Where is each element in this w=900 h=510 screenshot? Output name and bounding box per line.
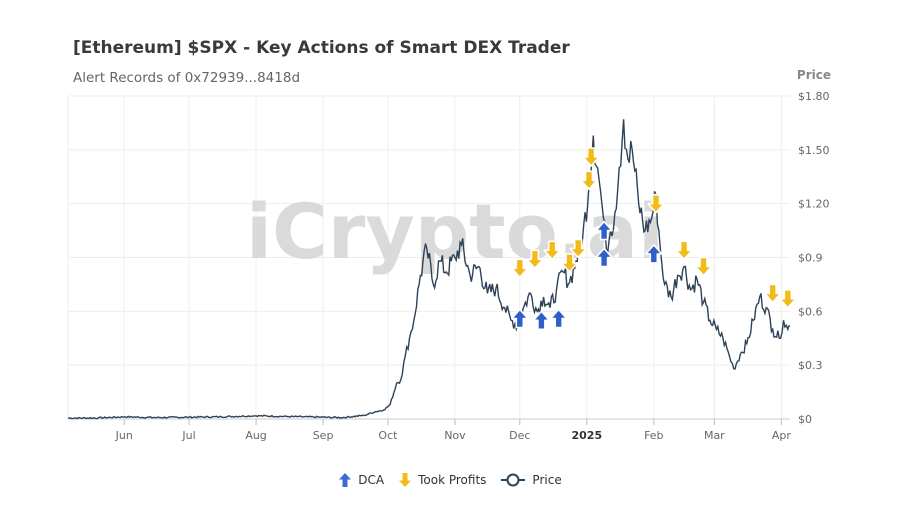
x-tick-label: Aug xyxy=(245,429,266,442)
price-line xyxy=(68,119,791,420)
x-tick-label: Mar xyxy=(704,429,725,442)
took-profits-marker[interactable] xyxy=(675,240,693,261)
y-tick-label: $1.80 xyxy=(798,90,830,103)
y-tick-label: $0.9 xyxy=(798,252,823,265)
x-tick-label: Oct xyxy=(378,429,398,442)
legend: DCA Took Profits Price xyxy=(0,472,900,488)
took-profits-marker[interactable] xyxy=(510,258,529,279)
x-tick-label: Jun xyxy=(115,429,133,442)
chart-subtitle: Alert Records of 0x72939...8418d xyxy=(73,70,301,86)
x-tick-label: Sep xyxy=(313,429,334,442)
line-circle-icon xyxy=(501,473,526,487)
took-profits-marker[interactable] xyxy=(694,256,713,277)
arrow-down-icon xyxy=(399,473,412,487)
x-tick-label: Feb xyxy=(644,429,663,442)
legend-label-took-profits: Took Profits xyxy=(418,473,487,487)
took-profits-marker[interactable] xyxy=(778,288,797,309)
took-profits-marker[interactable] xyxy=(560,253,579,273)
dca-marker[interactable] xyxy=(510,308,529,329)
y-tick-label: $0 xyxy=(798,413,812,426)
y-axis-title: Price xyxy=(797,68,831,82)
chart-title: [Ethereum] $SPX - Key Actions of Smart D… xyxy=(73,38,570,58)
x-tick-label: 2025 xyxy=(571,429,602,442)
axes: $0 $0.3 $0.6 $0.9 $1.20 $1.50 $1.80 Jun Jul Aug Se… xyxy=(68,90,830,442)
markers xyxy=(510,147,797,331)
legend-item-took-profits[interactable]: Took Profits xyxy=(398,472,486,488)
dca-marker[interactable] xyxy=(532,310,551,331)
dca-marker[interactable] xyxy=(595,220,613,241)
x-tick-label: Dec xyxy=(509,429,530,442)
legend-label-price: Price xyxy=(532,473,562,487)
legend-item-price[interactable]: Price xyxy=(500,472,562,488)
dca-marker[interactable] xyxy=(549,308,568,329)
took-profits-marker[interactable] xyxy=(582,147,600,167)
y-tick-label: $0.6 xyxy=(798,305,823,318)
y-tick-label: $1.20 xyxy=(798,198,830,211)
y-tick-label: $1.50 xyxy=(798,144,830,157)
arrow-up-icon xyxy=(339,473,352,487)
dca-marker[interactable] xyxy=(595,247,613,268)
took-profits-marker[interactable] xyxy=(543,240,562,261)
x-tick-label: Apr xyxy=(772,429,792,442)
dca-marker[interactable] xyxy=(644,244,663,264)
legend-item-dca[interactable]: DCA xyxy=(338,472,384,488)
legend-label-dca: DCA xyxy=(358,473,385,487)
took-profits-marker[interactable] xyxy=(580,170,598,191)
watermark-text: iCrypto.ai xyxy=(246,187,664,276)
y-tick-label: $0.3 xyxy=(798,359,823,372)
took-profits-marker[interactable] xyxy=(763,283,782,304)
took-profits-marker[interactable] xyxy=(647,193,665,214)
x-tick-label: Nov xyxy=(444,429,466,442)
x-tick-label: Jul xyxy=(181,429,195,442)
took-profits-marker[interactable] xyxy=(526,249,544,270)
took-profits-marker[interactable] xyxy=(569,238,588,259)
